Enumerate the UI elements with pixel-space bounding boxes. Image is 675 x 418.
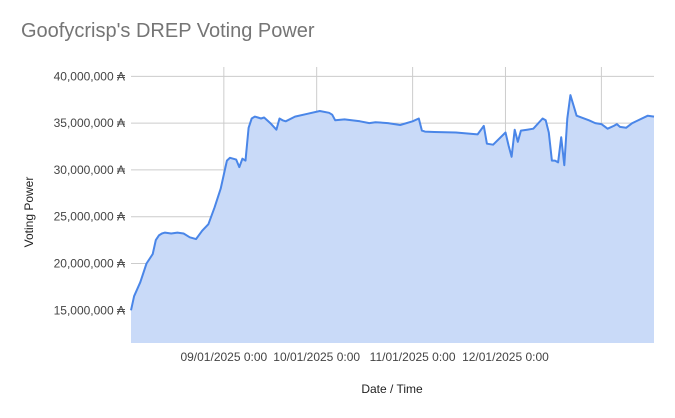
y-tick-label: 20,000,000 ₳ bbox=[54, 256, 126, 270]
x-axis-title: Date / Time bbox=[361, 382, 423, 396]
y-tick-label: 30,000,000 ₳ bbox=[54, 163, 126, 177]
y-tick-labels: 15,000,000 ₳ 20,000,000 ₳ 25,000,000 ₳ 30,0… bbox=[54, 69, 126, 317]
voting-power-line bbox=[130, 94, 655, 311]
y-tick-label: 15,000,000 ₳ bbox=[54, 303, 126, 317]
chart-title: Goofycrisp's DREP Voting Power bbox=[21, 20, 315, 42]
x-tick-label: 09/01/2025 0:00 bbox=[180, 350, 267, 364]
x-tick-label: 11/01/2025 0:00 bbox=[370, 350, 456, 364]
voting-power-area bbox=[131, 95, 654, 343]
y-tick-label: 35,000,000 ₳ bbox=[54, 116, 126, 130]
area-layer bbox=[130, 94, 655, 343]
y-tick-label: 25,000,000 ₳ bbox=[54, 210, 126, 224]
x-tick-label: 10/01/2025 0:00 bbox=[273, 350, 360, 364]
x-tick-label: 12/01/2025 0:00 bbox=[462, 350, 549, 364]
y-tick-label: 40,000,000 ₳ bbox=[54, 69, 126, 83]
x-tick-labels: 09/01/2025 0:00 10/01/2025 0:00 11/01/2025… bbox=[180, 350, 549, 364]
